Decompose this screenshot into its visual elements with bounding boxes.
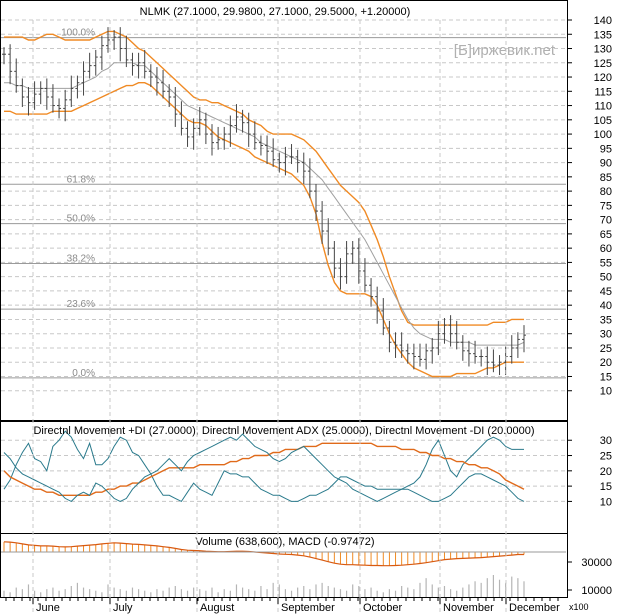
lower-band (4, 81, 524, 378)
dmi-y-axis: 30 25 20 15 10 (567, 435, 612, 508)
upper-band (4, 30, 524, 326)
x-axis: June July August September October November De… (5, 20, 560, 614)
y-tick-label: 75 (600, 200, 612, 212)
volume-unit-label: x100 (569, 602, 589, 612)
y-tick-label: 60 (600, 243, 612, 255)
y-tick-label: 135 (594, 29, 612, 41)
y-tick-label: 65 (600, 229, 612, 241)
volume-macd-panel-frame (0, 533, 568, 598)
dmi-y-tick-label: 15 (600, 481, 612, 493)
dmi-y-tick-label: 10 (600, 496, 612, 508)
x-tick-label: October (363, 602, 402, 614)
macd-line (3, 541, 524, 567)
y-tick-label: 85 (600, 172, 612, 184)
y-tick-label: 70 (600, 215, 612, 227)
y-tick-label: 140 (594, 15, 612, 27)
y-tick-label: 80 (600, 186, 612, 198)
dmi-line-di (3, 430, 524, 503)
x-tick-label: August (200, 602, 234, 614)
y-tick-label: 125 (594, 58, 612, 70)
price-panel-frame (0, 0, 568, 421)
fib-label: 38.2% (67, 254, 95, 265)
y-tick-label: 130 (594, 44, 612, 56)
volume-y-tick-label: 10000 (581, 585, 612, 597)
dmi-line-di (3, 433, 525, 503)
dmi-y-tick-label: 25 (600, 451, 612, 463)
dmi-chart-title: Directnl Movement +DI (27.0000), Directn… (33, 425, 534, 437)
price-chart-title: NLMK (27.1000, 29.9800, 27.1000, 29.5000… (140, 6, 411, 18)
y-tick-label: 40 (600, 300, 612, 312)
y-tick-label: 110 (594, 101, 612, 113)
dmi-panel-frame (0, 421, 568, 534)
fib-label: 61.8% (67, 174, 95, 185)
dmi-y-tick-label: 30 (600, 435, 612, 447)
middle-band (4, 62, 525, 346)
x-tick-label: June (36, 602, 60, 614)
watermark: [Б]иржевик.net (454, 42, 556, 59)
macd-histogram (1, 541, 566, 567)
x-tick-label: November (443, 602, 494, 614)
y-tick-label: 45 (600, 286, 612, 298)
price-y-axis: 140 135 130 125 120 115 110 105 100 95 90 85 80 75 70 6… (567, 15, 612, 398)
price-grid (1, 19, 566, 392)
y-tick-label: 30 (600, 329, 612, 341)
dmi-grid (1, 439, 566, 502)
y-tick-label: 15 (600, 371, 612, 383)
price-bars (2, 27, 526, 376)
y-tick-label: 90 (600, 158, 612, 170)
dmi-line-adx (3, 442, 525, 496)
y-tick-label: 100 (594, 129, 612, 141)
x-tick-label: September (281, 602, 335, 614)
volume-bars (3, 575, 525, 597)
y-tick-label: 35 (600, 314, 612, 326)
fib-label: 50.0% (67, 214, 95, 225)
y-tick-label: 20 (600, 357, 612, 369)
y-tick-label: 120 (594, 72, 612, 84)
fib-label: 23.6% (67, 299, 95, 310)
volume-macd-title: Volume (638,600), MACD (-0.97472) (195, 536, 374, 548)
price-bands (4, 30, 525, 378)
y-tick-label: 50 (600, 272, 612, 284)
dmi-lines (3, 430, 525, 503)
y-tick-label: 55 (600, 257, 612, 269)
y-tick-label: 105 (594, 115, 612, 127)
volume-y-axis: 30000 10000 x100 (567, 557, 612, 612)
x-tick-label: July (113, 602, 133, 614)
x-tick-label: December (509, 602, 560, 614)
fib-label: 100.0% (61, 28, 95, 39)
dmi-y-tick-label: 20 (600, 466, 612, 478)
volume-y-tick-label: 30000 (581, 557, 612, 569)
fib-label: 0.0% (72, 368, 95, 379)
y-tick-label: 10 (600, 386, 612, 398)
fibonacci-labels: 100.0% 61.8% 50.0% 38.2% 23.6% 0.0% (61, 28, 95, 379)
y-tick-label: 25 (600, 343, 612, 355)
y-tick-label: 95 (600, 143, 612, 155)
y-tick-label: 115 (594, 86, 612, 98)
